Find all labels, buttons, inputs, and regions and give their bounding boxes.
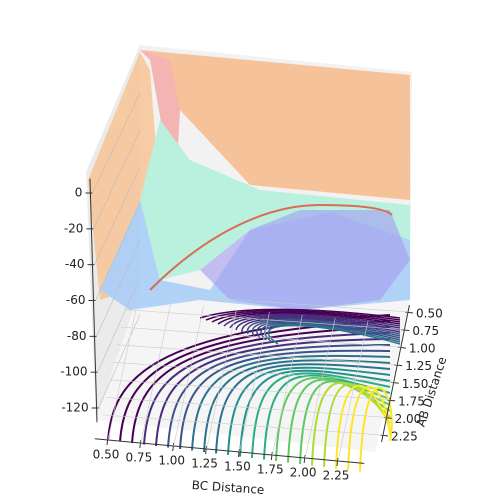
grid-line: [96, 240, 141, 337]
contour-line: [131, 326, 391, 444]
x-tick: [172, 442, 175, 452]
contour-line: [260, 322, 401, 341]
grid-line: [113, 361, 394, 383]
x-tick-label: 2.00: [290, 466, 317, 480]
contour-line: [241, 317, 401, 333]
x-tick: [303, 454, 306, 464]
surface-ridge: [149, 203, 393, 291]
x-tick-label: 1.75: [257, 463, 284, 477]
contour-line: [223, 313, 401, 327]
grid-line: [98, 314, 141, 409]
z-tick-label: -40: [65, 257, 85, 271]
x-tick-label: 1.50: [224, 460, 251, 474]
x-tick-label: 0.50: [93, 448, 120, 462]
grid-line: [124, 309, 405, 330]
grid-line: [107, 299, 139, 441]
y-tick-label: 1.50: [402, 377, 429, 391]
grid-line: [239, 311, 270, 453]
y-tick-label: 0.50: [416, 307, 443, 321]
x-tick-label: 1.00: [158, 454, 185, 468]
grid-line: [304, 317, 336, 459]
contour-line: [323, 383, 391, 468]
z-tick-label: -80: [67, 329, 87, 343]
surface-patch: [200, 210, 410, 310]
y-tick-label: 0.75: [412, 324, 439, 338]
grid-line: [271, 314, 303, 456]
grid-line: [92, 92, 141, 194]
axes: 0 -20 -40 -60 -80 -100 -120 0.50 0.75 1.00 1.25 1.5…: [60, 92, 443, 483]
contour-line: [119, 320, 391, 442]
grid-line: [127, 291, 409, 313]
grid-line: [106, 397, 387, 418]
contour-line: [335, 384, 391, 469]
surface-patch: [140, 120, 410, 280]
contour-line: [246, 318, 401, 335]
y-axis: [381, 304, 410, 443]
z-tick-label: -20: [64, 221, 84, 235]
y-tick-label: 2.00: [395, 412, 422, 426]
grid-line: [97, 277, 141, 373]
contour-line: [235, 316, 401, 331]
grid-line: [110, 379, 391, 401]
contour-line: [264, 323, 401, 343]
contour-line: [227, 366, 391, 456]
x-tick: [237, 448, 240, 458]
contour-line: [239, 369, 391, 457]
contour-line: [217, 312, 401, 325]
z-tick-label: -120: [61, 401, 88, 415]
y-tick-label: 1.25: [405, 359, 432, 373]
grid-line: [140, 302, 172, 444]
x-tick-label: 2.25: [323, 469, 350, 483]
contour-line: [143, 332, 391, 445]
contour-line: [211, 311, 401, 323]
contour-line: [229, 314, 401, 329]
x-axis-label: BC Distance: [191, 478, 264, 496]
y-tick-label: 2.25: [391, 430, 418, 444]
contour-line: [199, 308, 401, 319]
grid-line: [120, 326, 401, 348]
grid-line: [102, 414, 384, 436]
z-tick-label: -60: [66, 293, 86, 307]
grid-line: [93, 129, 141, 229]
x-tick-label: 0.75: [125, 451, 152, 465]
grid-line: [94, 166, 141, 265]
contour-line: [267, 324, 401, 345]
y-tick-label: 1.75: [398, 394, 425, 408]
x-tick: [139, 439, 142, 449]
z-tick-label: -100: [60, 365, 87, 379]
x-tick-label: 1.25: [191, 457, 218, 471]
grid-line: [206, 308, 237, 450]
x-tick: [106, 436, 109, 446]
surface: [88, 50, 410, 310]
z-tick-label: 0: [75, 186, 83, 200]
grid-line: [173, 305, 205, 447]
surface-patch: [100, 200, 410, 310]
x-tick: [205, 445, 208, 455]
x-tick: [336, 457, 339, 467]
surface-patch: [140, 50, 410, 200]
grid-line: [117, 344, 398, 366]
y-tick-label: 1.00: [409, 342, 436, 356]
x-axis: [94, 438, 365, 464]
contour-line: [205, 309, 401, 321]
x-tick: [270, 451, 273, 461]
contour-line: [251, 319, 401, 337]
grid-line: [95, 203, 141, 301]
contour-line: [359, 387, 393, 472]
